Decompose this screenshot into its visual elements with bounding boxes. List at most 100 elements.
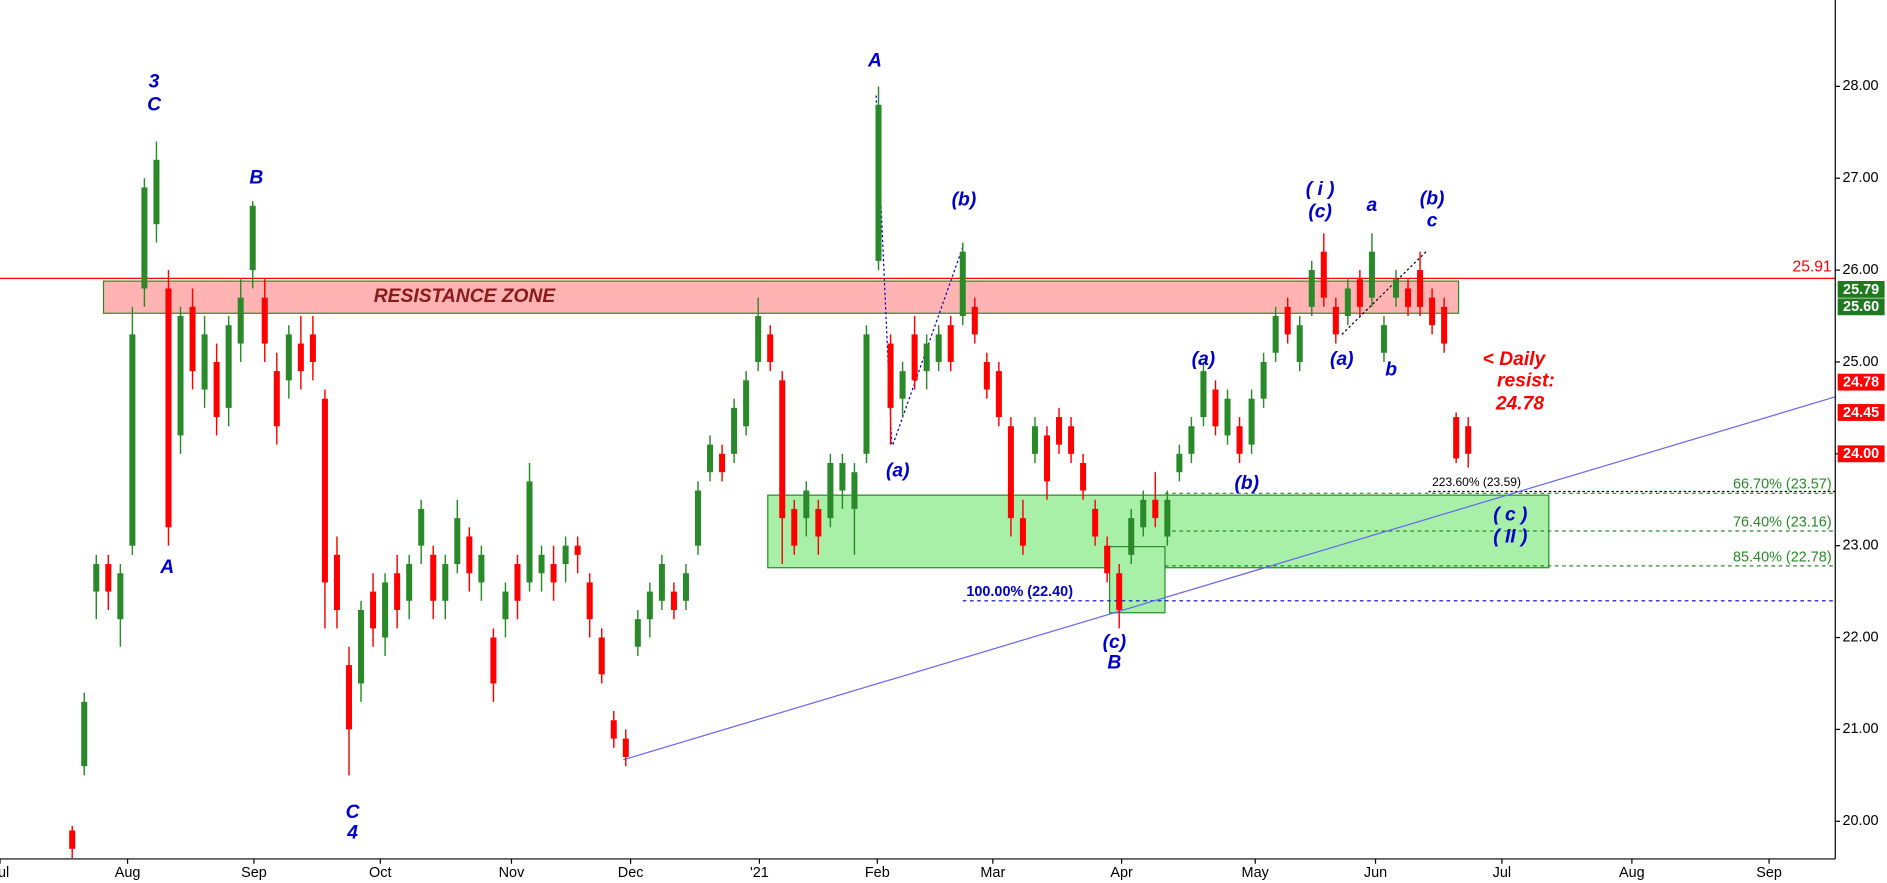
candle-body <box>141 187 148 289</box>
x-tick-label: Aug <box>1619 865 1645 881</box>
candle-body <box>538 554 545 574</box>
annotation: RESISTANCE ZONE <box>374 286 557 307</box>
x-tick-label: Apr <box>1110 865 1133 881</box>
candle-body <box>1188 426 1195 454</box>
candle-body <box>1104 545 1111 574</box>
annotation: b <box>1385 359 1397 380</box>
candle-body <box>1441 306 1448 344</box>
y-tick-label: 22.00 <box>1842 629 1878 645</box>
annotation: (c) <box>1103 632 1127 653</box>
candle-body <box>117 573 124 620</box>
annotation: c <box>1427 210 1438 231</box>
candle-body <box>490 637 497 684</box>
candle-body <box>237 297 244 344</box>
plot-area <box>0 86 1836 859</box>
price-tag-label: 25.60 <box>1843 299 1879 315</box>
candle-body <box>1320 251 1327 298</box>
candle-body <box>1284 306 1291 335</box>
candle-body <box>598 637 605 675</box>
price-tag <box>1837 445 1885 463</box>
y-tick-label: 28.00 <box>1842 78 1878 94</box>
candle-body <box>297 343 304 372</box>
candle-body <box>93 564 100 592</box>
candle-body <box>731 407 738 454</box>
candle-body <box>1308 270 1315 307</box>
candle-body <box>658 564 665 601</box>
x-tick-label: Mar <box>980 865 1005 881</box>
candle-body <box>213 361 220 418</box>
level-label: 25.91 <box>1793 259 1832 276</box>
candle-body <box>911 334 918 381</box>
candle-body <box>887 343 894 408</box>
candle-body <box>514 564 521 601</box>
candle-body <box>803 490 810 519</box>
candle-body <box>165 288 172 528</box>
y-tick-label: 20.00 <box>1842 813 1878 829</box>
annotation: resist: <box>1497 370 1555 391</box>
candle-body <box>478 554 485 583</box>
candle-body <box>779 380 786 519</box>
y-tick-label: 27.00 <box>1842 170 1878 186</box>
candle-body <box>935 334 942 362</box>
annotation: (c) <box>1308 201 1332 222</box>
candle-body <box>586 582 593 620</box>
candle-body <box>791 508 798 546</box>
candle-body <box>273 371 280 427</box>
x-tick-label: Sep <box>241 865 267 881</box>
level-label: 223.60% (23.59) <box>1432 475 1521 489</box>
candle-body <box>345 665 353 730</box>
candle-body <box>1417 270 1424 307</box>
price-tag-label: 25.79 <box>1843 282 1879 298</box>
candle-body <box>1465 426 1472 454</box>
candle-body <box>1080 463 1087 491</box>
candle-body <box>1260 361 1267 399</box>
trend-line <box>892 246 964 445</box>
y-tick-label: 23.00 <box>1842 537 1878 553</box>
annotation: (b) <box>952 189 977 210</box>
candle-body <box>707 444 714 473</box>
candle-body <box>189 306 196 372</box>
candle-body <box>971 306 978 335</box>
x-tick-label: Nov <box>499 865 525 881</box>
annotation: a <box>1367 195 1378 216</box>
candle-body <box>502 591 509 620</box>
price-tag <box>1837 298 1885 316</box>
zone <box>102 280 1460 314</box>
candle-body <box>1176 453 1183 473</box>
candle-body <box>1429 297 1436 326</box>
y-tick-label: 25.00 <box>1842 354 1878 370</box>
y-tick-label: 21.00 <box>1842 721 1878 737</box>
candle-body <box>201 334 208 390</box>
level-label: 100.00% (22.40) <box>966 584 1073 600</box>
candle-body <box>1356 279 1363 307</box>
candle-body <box>1200 371 1207 418</box>
price-tag <box>1837 280 1885 298</box>
annotation: ( II ) <box>1493 526 1527 547</box>
candle-body <box>1296 325 1303 362</box>
candle-body <box>610 720 617 739</box>
candle-body <box>81 701 88 767</box>
level-label: 85.40% (22.78) <box>1733 549 1832 565</box>
candle-body <box>309 334 316 362</box>
candle-body <box>1368 251 1375 298</box>
candle-body <box>333 554 340 610</box>
x-tick-label: May <box>1242 865 1270 881</box>
price-tag-label: 24.78 <box>1843 375 1879 391</box>
candle-body <box>177 316 184 436</box>
candle-body <box>827 463 834 519</box>
candle-body <box>153 159 160 225</box>
candle-body <box>574 545 581 555</box>
x-tick-label: Jul <box>0 865 9 881</box>
candle-body <box>1043 435 1051 482</box>
candle-body <box>1007 426 1014 519</box>
annotation: C <box>346 802 361 823</box>
candle-body <box>1332 306 1339 335</box>
annotation: C <box>147 95 162 116</box>
annotation: ( i ) <box>1306 179 1335 200</box>
candle-body <box>755 316 762 362</box>
candle-body <box>1140 499 1147 528</box>
candle-body <box>959 251 966 317</box>
candle-body <box>682 573 689 601</box>
